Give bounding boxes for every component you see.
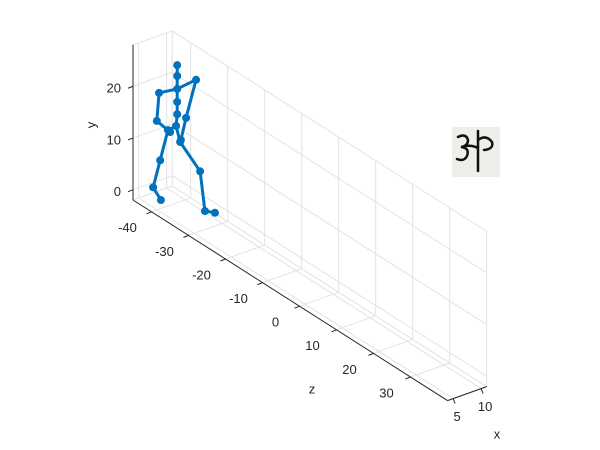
joint [173,61,182,70]
bone [178,140,202,173]
x-tick-label: 10 [478,399,492,414]
joint [200,207,209,216]
x-tick [452,398,456,404]
joint [173,72,182,81]
z-tick [368,352,374,356]
y-tick-label: 0 [114,184,121,199]
grid-line [373,338,413,354]
bone [198,169,207,213]
joint [196,167,205,176]
grid-line [188,220,228,236]
bone [184,78,198,120]
z-tick-label: 30 [379,385,393,400]
grid-line [171,71,487,274]
bone [158,128,170,162]
z-tick [294,305,300,309]
back-pane [171,29,488,388]
joint [173,84,182,93]
grid-line [132,71,173,87]
z-axis-line [132,199,448,402]
z-tick [257,282,263,286]
y-tick [127,189,134,193]
joint [149,183,158,192]
z-tick-label: 20 [342,362,356,377]
joint [210,208,219,217]
y-tick-label: 20 [107,81,121,96]
y-tick-label: 10 [107,132,121,147]
grid-line [299,291,339,307]
glyph-image [452,127,500,177]
grid-line [262,268,302,284]
y-axis-label: y [83,121,98,128]
z-tick-label: -40 [118,220,137,235]
joint [173,97,182,106]
grid-line [171,175,487,377]
z-tick [220,258,226,262]
grid-line [166,187,482,390]
x-axis-label: x [494,426,501,441]
z-tick-label: -30 [155,244,174,259]
z-tick-label: 0 [272,315,279,330]
z-tick-label: -10 [229,291,248,306]
x-axis-line [447,386,487,402]
joint [192,75,201,84]
x-tick-label: 5 [453,409,460,424]
bone [155,91,161,123]
joint [155,88,164,97]
grid-line [336,315,376,331]
grid-line [171,123,487,325]
grid-line [132,175,173,191]
joint [156,156,165,165]
z-tick [146,211,152,215]
z-axis-label: z [309,381,316,396]
joint [152,116,161,125]
bone [151,158,162,189]
joint [172,121,181,130]
joint [163,126,172,135]
z-tick-label: -20 [192,267,211,282]
z-tick [405,376,411,380]
joint [156,196,165,205]
z-tick [331,329,337,333]
joint [182,113,191,122]
y-tick [127,85,134,89]
grid-line [151,197,191,213]
joint [173,110,182,119]
grid-line [132,123,173,139]
joint [176,138,185,147]
z-tick [183,234,189,238]
image-background [452,127,500,177]
grid-line [410,362,450,378]
z-tick-label: 10 [305,338,319,353]
x-tick [480,388,484,394]
grid-line [225,244,265,260]
y-tick [127,137,134,141]
glyph [455,129,494,173]
grid-line [138,197,454,400]
